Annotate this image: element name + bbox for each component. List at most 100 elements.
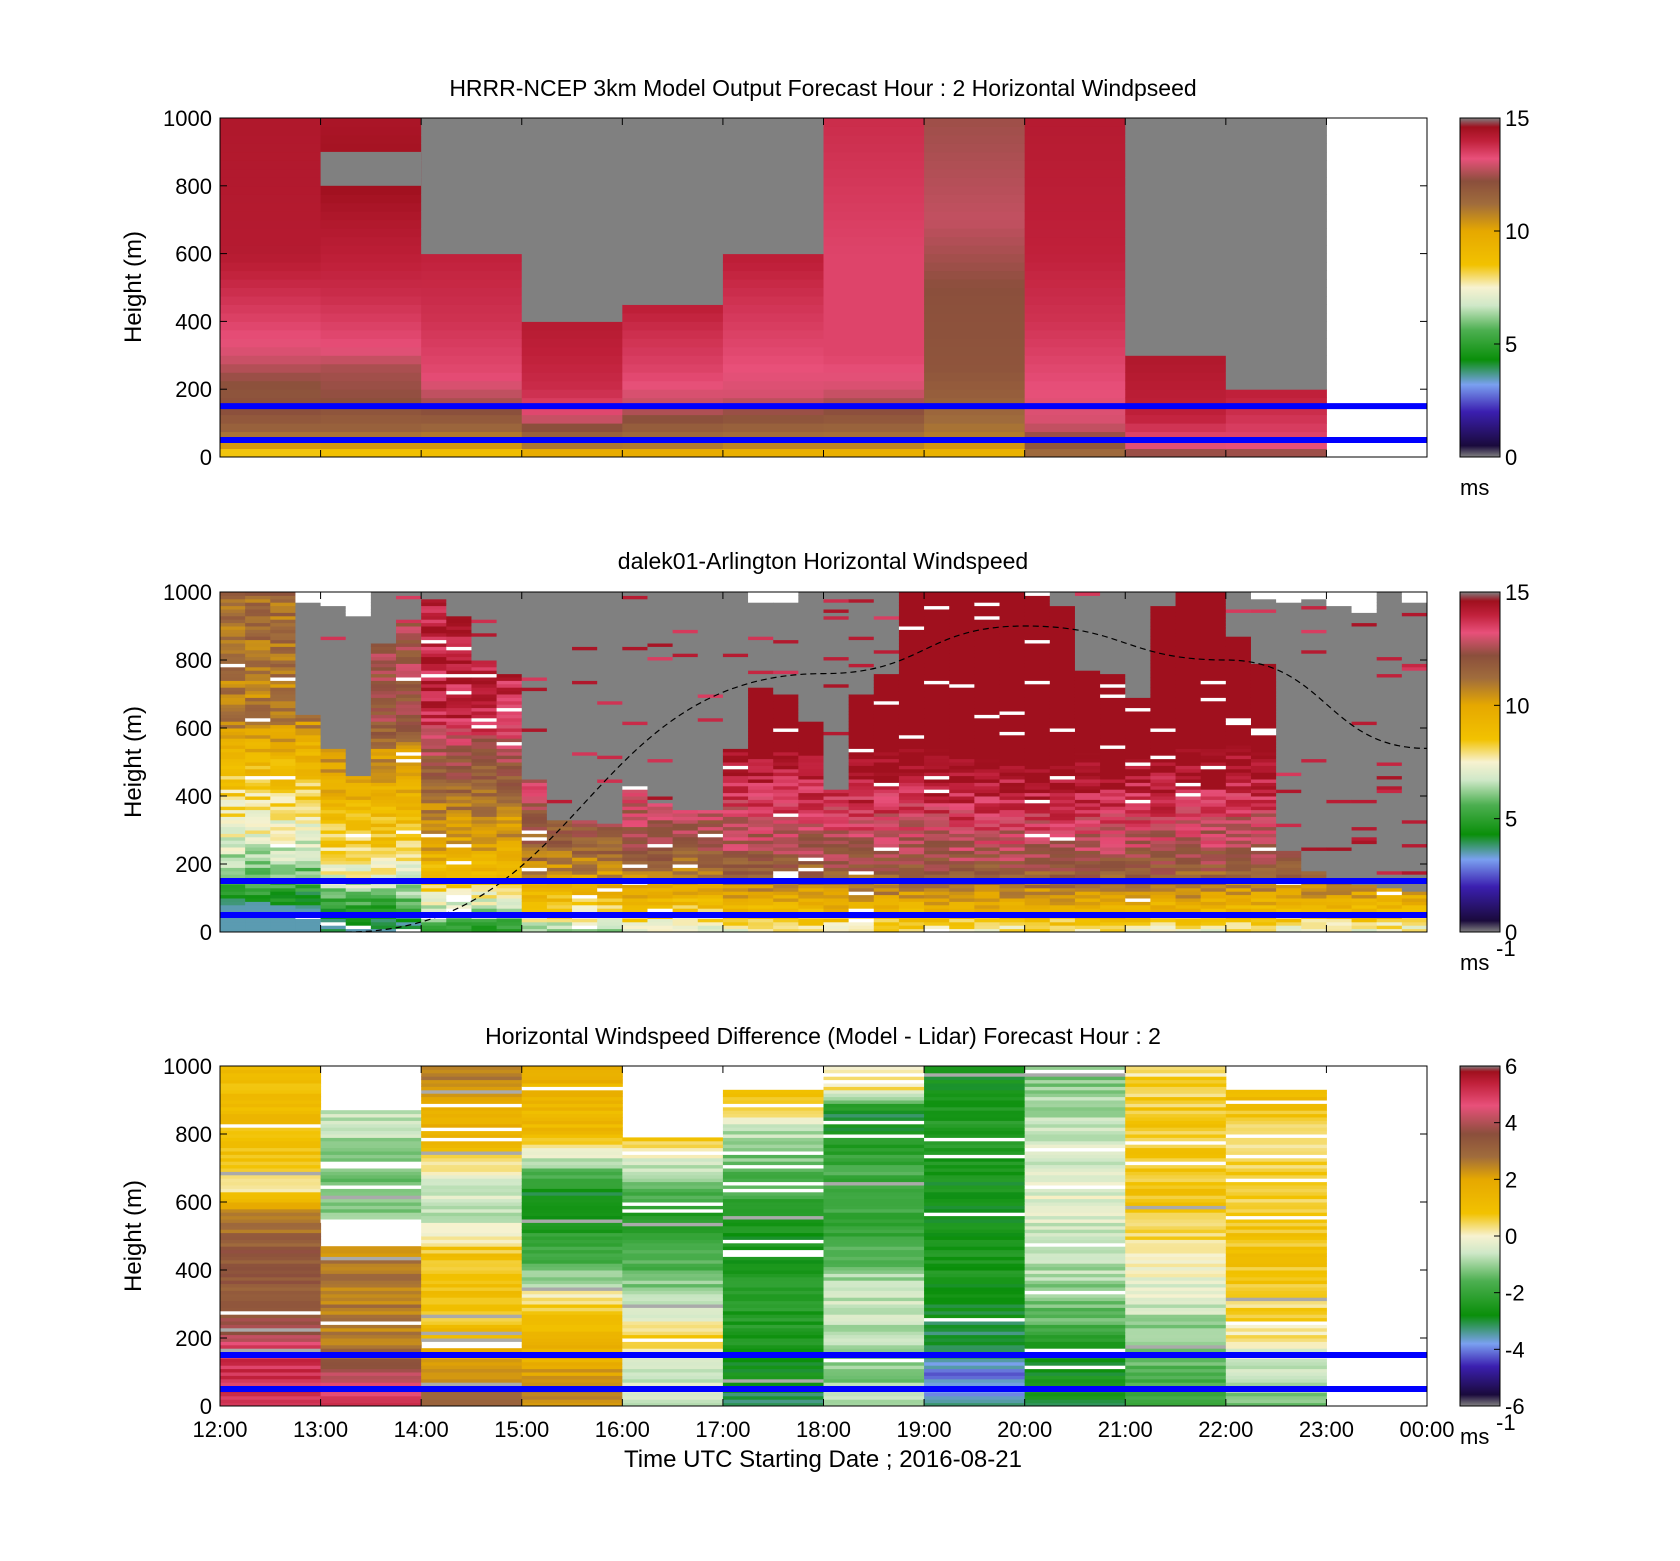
heatmap-cell bbox=[622, 894, 648, 899]
heatmap-cell bbox=[1250, 680, 1277, 685]
heatmap-cell bbox=[798, 745, 824, 749]
heatmap-cell bbox=[1250, 602, 1277, 607]
heatmap-cell bbox=[1225, 656, 1252, 661]
heatmap-cell bbox=[245, 677, 271, 681]
heatmap-cell bbox=[949, 755, 975, 760]
heatmap-cell bbox=[1200, 670, 1227, 675]
heatmap-cell bbox=[798, 799, 824, 804]
heatmap-cell bbox=[798, 660, 824, 664]
heatmap-cell bbox=[949, 619, 975, 624]
heatmap-cell bbox=[496, 785, 523, 790]
heatmap-cell bbox=[873, 707, 900, 712]
heatmap-cell bbox=[1175, 724, 1202, 729]
heatmap-cell bbox=[622, 177, 724, 187]
heatmap-cell bbox=[597, 609, 623, 613]
heatmap-cell bbox=[697, 768, 724, 773]
heatmap-cell bbox=[320, 918, 347, 923]
heatmap-cell bbox=[1024, 707, 1051, 712]
heatmap-cell bbox=[1301, 826, 1327, 831]
heatmap-cell bbox=[999, 612, 1026, 617]
heatmap-cell bbox=[1100, 738, 1126, 743]
heatmap-cell bbox=[647, 680, 674, 685]
heatmap-cell bbox=[1024, 160, 1126, 170]
heatmap-cell bbox=[496, 840, 523, 845]
heatmap-cell bbox=[1024, 745, 1051, 749]
heatmap-cell bbox=[1100, 670, 1126, 675]
heatmap-cell bbox=[647, 629, 674, 634]
heatmap-cell bbox=[572, 649, 598, 654]
heatmap-cell bbox=[521, 683, 548, 688]
heatmap-cell bbox=[320, 346, 422, 356]
heatmap-cell bbox=[320, 819, 347, 824]
heatmap-cell bbox=[521, 721, 548, 726]
heatmap-cell bbox=[1024, 448, 1126, 457]
heatmap-cell bbox=[572, 836, 598, 841]
heatmap-cell bbox=[1100, 809, 1126, 814]
heatmap-cell bbox=[496, 629, 523, 634]
heatmap-cell bbox=[898, 789, 925, 794]
heatmap-cell bbox=[220, 151, 322, 161]
heatmap-cell bbox=[1125, 755, 1151, 760]
heatmap-cell bbox=[446, 925, 472, 930]
heatmap-cell bbox=[370, 799, 397, 804]
heatmap-cell bbox=[496, 619, 523, 624]
heatmap-cell bbox=[1125, 898, 1151, 902]
heatmap-cell bbox=[1326, 721, 1353, 726]
heatmap-cell bbox=[1100, 592, 1126, 596]
heatmap-cell bbox=[320, 304, 422, 314]
heatmap-cell bbox=[1225, 279, 1327, 288]
heatmap-cell bbox=[521, 887, 548, 892]
heatmap-cell bbox=[924, 864, 950, 868]
heatmap-cell bbox=[924, 406, 1026, 416]
heatmap-cell bbox=[722, 612, 749, 617]
heatmap-cell bbox=[823, 819, 850, 824]
heatmap-cell bbox=[1276, 836, 1302, 841]
heatmap-cell bbox=[521, 707, 548, 712]
heatmap-cell bbox=[572, 904, 598, 909]
heatmap-cell bbox=[1326, 690, 1353, 695]
heatmap-cell bbox=[1276, 639, 1302, 644]
heatmap-cell bbox=[471, 646, 498, 651]
heatmap-cell bbox=[471, 592, 498, 596]
heatmap-cell bbox=[672, 622, 699, 627]
heatmap-cell bbox=[1301, 758, 1327, 763]
heatmap-cell bbox=[647, 639, 674, 644]
heatmap-cell bbox=[898, 898, 925, 902]
heatmap-cell bbox=[898, 694, 925, 698]
heatmap-cell bbox=[245, 738, 271, 743]
heatmap-cell bbox=[823, 321, 925, 331]
heatmap-cell bbox=[1225, 312, 1327, 322]
heatmap-cell bbox=[1175, 884, 1202, 889]
heatmap-cell bbox=[1125, 380, 1227, 390]
heatmap-cell bbox=[1301, 670, 1327, 675]
heatmap-cell bbox=[572, 683, 598, 688]
heatmap-cell bbox=[622, 731, 648, 736]
heatmap-cell bbox=[546, 666, 573, 671]
heatmap-cell bbox=[697, 605, 724, 610]
heatmap-cell bbox=[370, 775, 397, 780]
heatmap-cell bbox=[1074, 870, 1101, 875]
heatmap-cell bbox=[1301, 646, 1327, 651]
heatmap-cell bbox=[924, 734, 950, 739]
heatmap-cell bbox=[848, 595, 875, 600]
heatmap-cell bbox=[270, 836, 296, 841]
heatmap-cell bbox=[999, 894, 1026, 899]
heatmap-cell bbox=[1150, 711, 1177, 715]
heatmap-cell bbox=[572, 772, 598, 777]
heatmap-cell bbox=[1100, 646, 1126, 651]
heatmap-cell bbox=[722, 397, 824, 407]
heatmap-cell bbox=[949, 904, 975, 909]
heatmap-cell bbox=[647, 602, 674, 607]
heatmap-cell bbox=[521, 653, 548, 658]
heatmap-cell bbox=[1125, 840, 1151, 845]
heatmap-cell bbox=[421, 646, 447, 651]
heatmap-cell bbox=[1125, 823, 1151, 828]
heatmap-cell bbox=[572, 595, 598, 600]
heatmap-cell bbox=[722, 847, 749, 851]
heatmap-cell bbox=[1225, 287, 1327, 297]
heatmap-cell bbox=[622, 833, 648, 838]
heatmap-cell bbox=[320, 830, 347, 834]
heatmap-cell bbox=[1024, 663, 1051, 668]
heatmap-cell bbox=[421, 687, 447, 692]
heatmap-cell bbox=[345, 884, 372, 889]
